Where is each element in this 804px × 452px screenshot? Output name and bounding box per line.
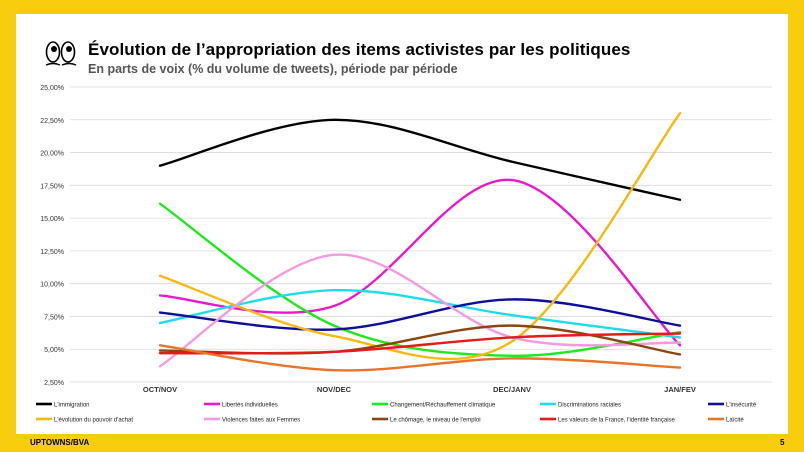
- legend-label: L'immigration: [54, 403, 90, 409]
- slide-panel: [16, 14, 788, 434]
- series-line: [158, 332, 682, 355]
- legend-label: L'évolution du pouvoir d'achat: [54, 418, 133, 424]
- y-tick-label: 15,00%: [40, 216, 64, 223]
- series-line: [158, 178, 682, 347]
- footer-brand: UPTOWNS/BVA: [30, 438, 90, 447]
- legend-label: Libertés individuelles: [222, 403, 278, 409]
- y-tick-label: 7,50%: [44, 314, 64, 321]
- chart-subtitle: En parts de voix (% du volume de tweets)…: [88, 62, 458, 76]
- series-line: [158, 253, 682, 368]
- page-number: 5: [780, 438, 785, 447]
- y-tick-label: 22,50%: [40, 118, 64, 125]
- legend-label: Discriminations raciales: [558, 403, 621, 409]
- legend-label: L'insécurité: [726, 403, 757, 409]
- y-tick-label: 5,00%: [44, 347, 64, 354]
- legend-label: Laïcité: [726, 418, 744, 424]
- legend-label: Changement/Réchauffement climatique: [390, 403, 496, 409]
- y-tick-label: 10,00%: [40, 282, 64, 289]
- legend-label: Violences faites aux Femmes: [222, 418, 300, 424]
- x-tick-label: OCT/NOV: [143, 385, 177, 394]
- y-tick-label: 17,50%: [40, 183, 64, 190]
- y-tick-label: 2,50%: [44, 380, 64, 387]
- x-tick-label: DEC/JANV: [493, 385, 531, 394]
- y-tick-label: 12,50%: [40, 249, 64, 256]
- series-line: [158, 118, 682, 201]
- series-line: [158, 344, 682, 372]
- series-line: [158, 202, 682, 357]
- series-line: [158, 112, 682, 361]
- eyes-icon: [45, 41, 77, 66]
- chart-title: Évolution de l’appropriation des items a…: [88, 40, 631, 59]
- legend-label: Le chômage, le niveau de l'emploi: [390, 418, 481, 424]
- x-tick-label: JAN/FEV: [664, 385, 696, 394]
- x-tick-label: NOV/DEC: [317, 385, 352, 394]
- legend-label: Les valeurs de la France, l'identité fra…: [558, 418, 676, 424]
- y-tick-label: 20,00%: [40, 151, 64, 158]
- series-line: [158, 298, 682, 331]
- y-tick-label: 25,00%: [40, 85, 64, 92]
